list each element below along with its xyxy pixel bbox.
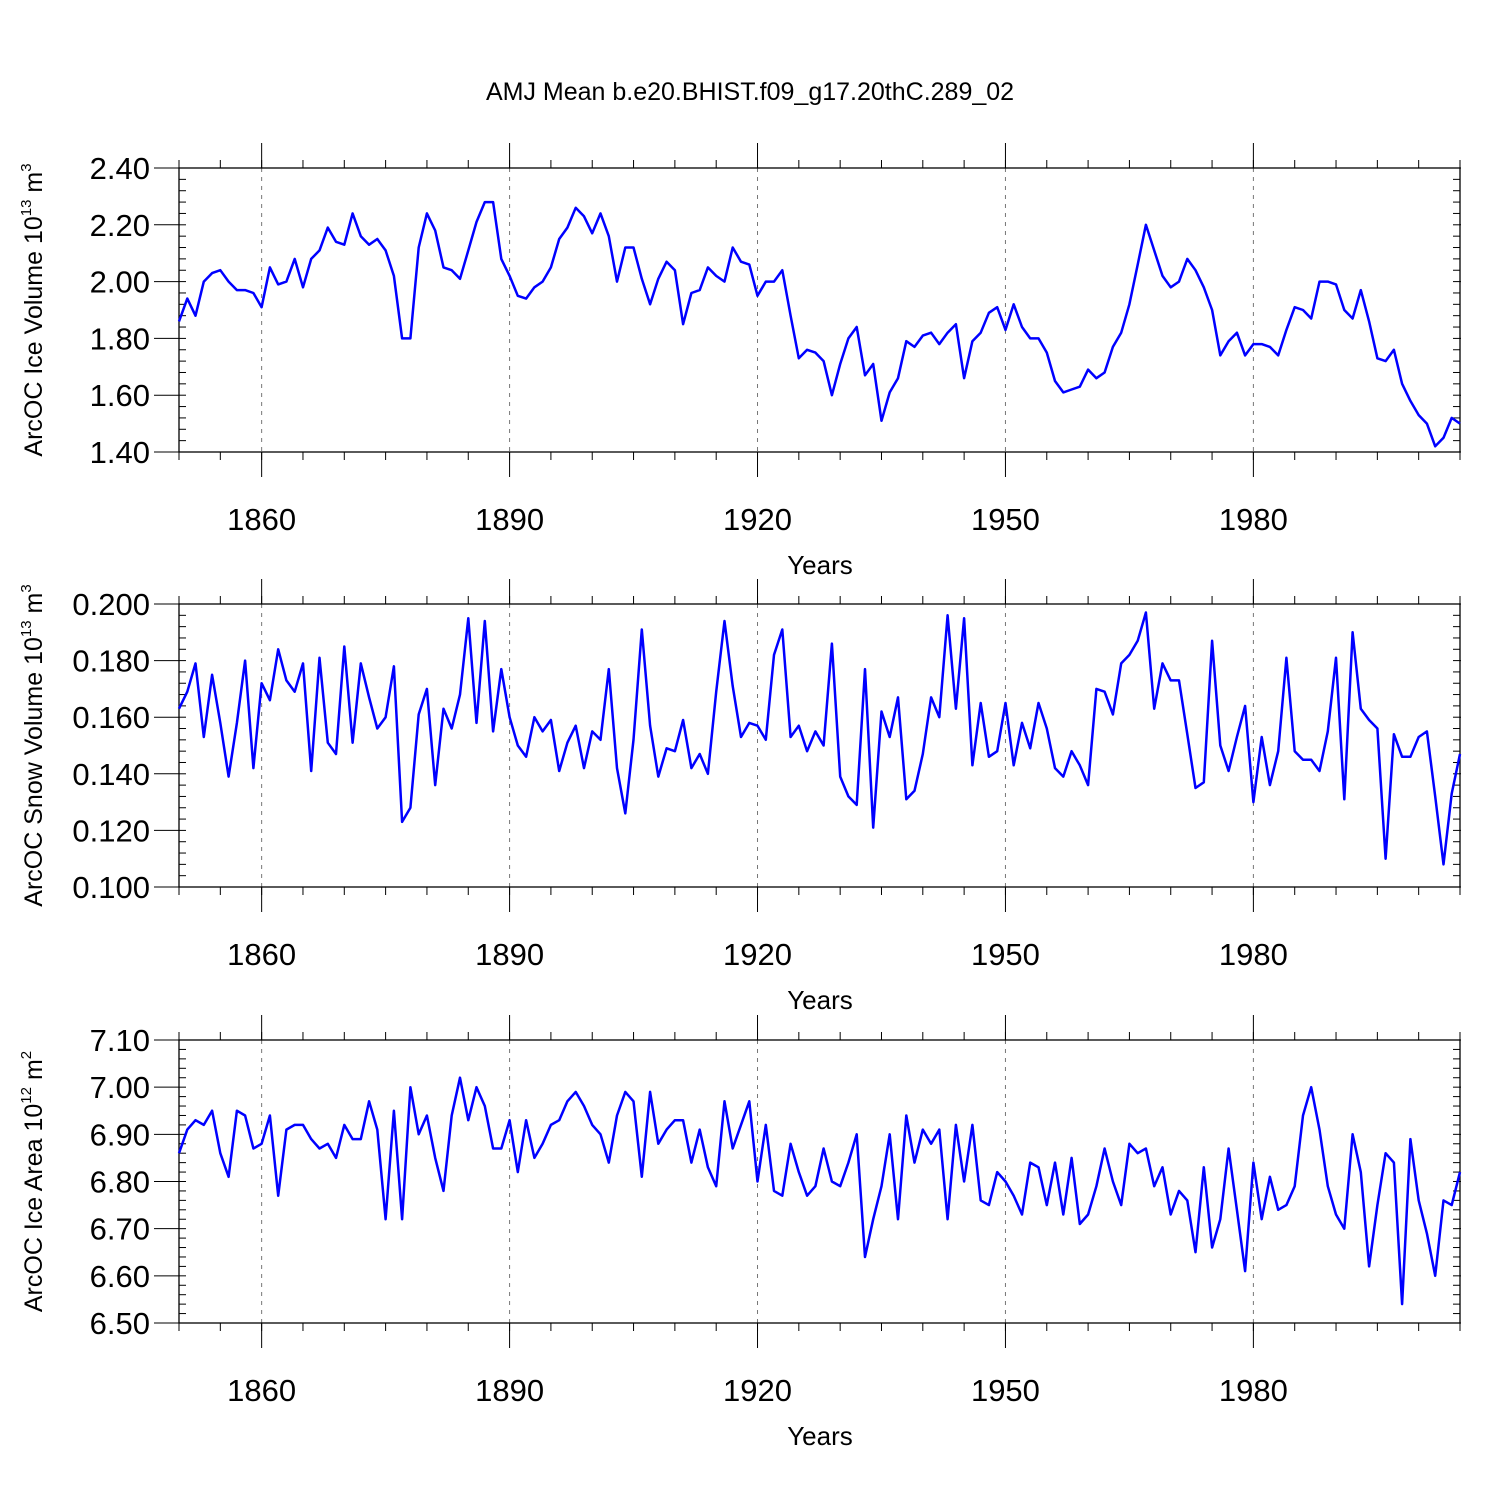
x-axis-label: Years: [787, 985, 853, 1015]
y-axis-label: ArcOC Snow Volume 1013 m3: [18, 584, 48, 906]
panel-3: 6.50 6.60 6.70 6.80 6.90 7.00 7.10 1860 1890 1920…: [18, 1015, 1462, 1451]
plot-frame: [178, 1039, 1461, 1324]
series-line: [177, 611, 1462, 866]
x-tick-label: 1950: [971, 937, 1040, 972]
plot-frame: [178, 167, 1461, 453]
x-tick-label: 1950: [971, 502, 1040, 537]
plot-frame: [178, 603, 1461, 888]
x-tick-label: 1890: [475, 502, 544, 537]
x-tick-label: 1860: [227, 1373, 296, 1408]
y-axis-label: ArcOC Ice Volume 1013 m3: [18, 163, 48, 456]
y-tick-label: 2.40: [90, 151, 150, 186]
y-tick-label: 1.40: [90, 435, 150, 470]
x-axis-label: Years: [787, 1421, 853, 1451]
panel-1: 1.40 1.60 1.80 2.00 2.20 2.40 1860 1890 1920 1950…: [18, 143, 1461, 580]
y-tick-label: 0.160: [72, 700, 150, 735]
x-tick-label: 1860: [227, 937, 296, 972]
y-tick-label: 7.10: [90, 1023, 150, 1058]
y-tick-label: 0.120: [72, 813, 150, 848]
x-tick-label: 1980: [1219, 1373, 1288, 1408]
y-tick-label: 6.70: [90, 1212, 150, 1247]
y-tick-label: 0.140: [72, 757, 150, 792]
y-tick-label: 0.100: [72, 870, 150, 905]
y-tick-label: 0.180: [72, 644, 150, 679]
series-line: [177, 1076, 1462, 1306]
panel-2: 0.100 0.120 0.140 0.160 0.180 0.200 1860 1890 19…: [18, 579, 1462, 1015]
x-tick-label: 1890: [475, 1373, 544, 1408]
y-tick-label: 1.80: [90, 321, 150, 356]
y-tick-label: 7.00: [90, 1070, 150, 1105]
y-tick-label: 6.50: [90, 1306, 150, 1341]
x-tick-label: 1980: [1219, 937, 1288, 972]
x-tick-label: 1920: [723, 1373, 792, 1408]
y-tick-label: 0.200: [72, 587, 150, 622]
x-tick-label: 1920: [723, 937, 792, 972]
y-tick-label: 2.00: [90, 265, 150, 300]
y-tick-label: 6.90: [90, 1117, 150, 1152]
x-tick-label: 1950: [971, 1373, 1040, 1408]
series-line: [177, 200, 1461, 448]
chart-title: AMJ Mean b.e20.BHIST.f09_g17.20thC.289_0…: [486, 78, 1014, 106]
y-tick-label: 6.60: [90, 1259, 150, 1294]
y-axis-label: ArcOC Ice Area 1012 m2: [18, 1051, 48, 1312]
y-tick-label: 1.60: [90, 378, 150, 413]
x-tick-label: 1860: [227, 502, 296, 537]
x-axis-label: Years: [787, 550, 853, 580]
x-tick-label: 1920: [723, 502, 792, 537]
x-tick-label: 1890: [475, 937, 544, 972]
x-tick-label: 1980: [1219, 502, 1288, 537]
y-tick-label: 6.80: [90, 1165, 150, 1200]
y-tick-label: 2.20: [90, 208, 150, 243]
